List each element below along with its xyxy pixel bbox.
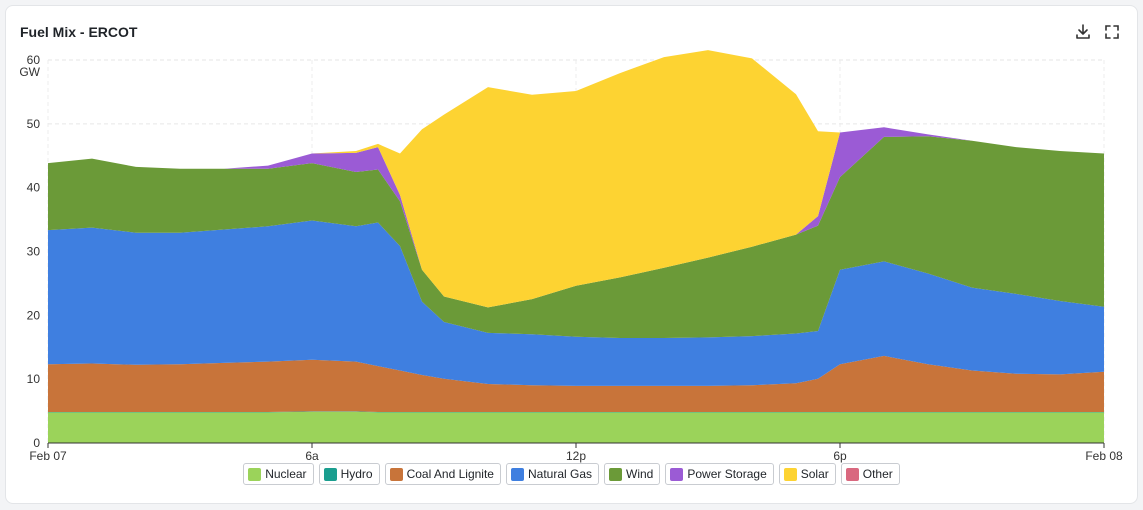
y-tick-label: 10 [27,372,41,386]
legend-swatch [609,467,623,481]
y-axis-label: GW [19,65,40,79]
legend-item-other[interactable]: Other [840,463,900,485]
area-power-storage [48,127,1104,308]
legend-item-wind[interactable]: Wind [604,463,661,485]
legend-label: Nuclear [265,467,307,481]
legend-swatch [248,467,262,481]
x-tick-label: Feb 08 [1085,449,1123,463]
legend-item-power-storage[interactable]: Power Storage [665,463,774,485]
legend-swatch [389,467,403,481]
legend-label: Hydro [340,467,373,481]
legend-swatch [670,467,684,481]
legend-label: Solar [800,467,829,481]
legend-label: Other [862,467,893,481]
y-tick-label: 0 [33,436,40,450]
download-icon[interactable] [1073,22,1093,42]
legend-item-hydro[interactable]: Hydro [318,463,380,485]
y-tick-label: 60 [27,53,41,67]
area-nuclear [48,411,1104,443]
y-tick-label: 40 [27,181,41,195]
legend-swatch [845,467,859,481]
x-tick-label: 12p [566,449,586,463]
y-tick-label: 50 [27,117,41,131]
legend-item-solar[interactable]: Solar [778,463,836,485]
area-hydro [48,411,1104,413]
legend-item-coal-and-lignite[interactable]: Coal And Lignite [384,463,501,485]
legend-item-natural-gas[interactable]: Natural Gas [505,463,600,485]
legend-label: Wind [626,467,654,481]
y-tick-label: 30 [27,245,41,259]
legend-label: Coal And Lignite [406,467,494,481]
legend-label: Natural Gas [527,467,593,481]
legend-label: Power Storage [687,467,767,481]
area-solar [48,50,1104,308]
x-tick-label: 6p [833,449,847,463]
legend-swatch [783,467,797,481]
legend-swatch [323,467,337,481]
area-natural-gas [48,220,1104,386]
area-wind [48,136,1104,338]
x-tick-label: Feb 07 [29,449,67,463]
chart-title: Fuel Mix - ERCOT [20,24,138,40]
legend-item-nuclear[interactable]: Nuclear [243,463,314,485]
chart-legend: Nuclear Hydro Coal And Lignite Natural Gas W… [0,463,1143,485]
area-coal-and-lignite [48,355,1104,412]
legend-swatch [510,467,524,481]
fullscreen-icon[interactable] [1102,22,1122,42]
y-tick-label: 20 [27,308,41,322]
x-tick-label: 6a [305,449,319,463]
